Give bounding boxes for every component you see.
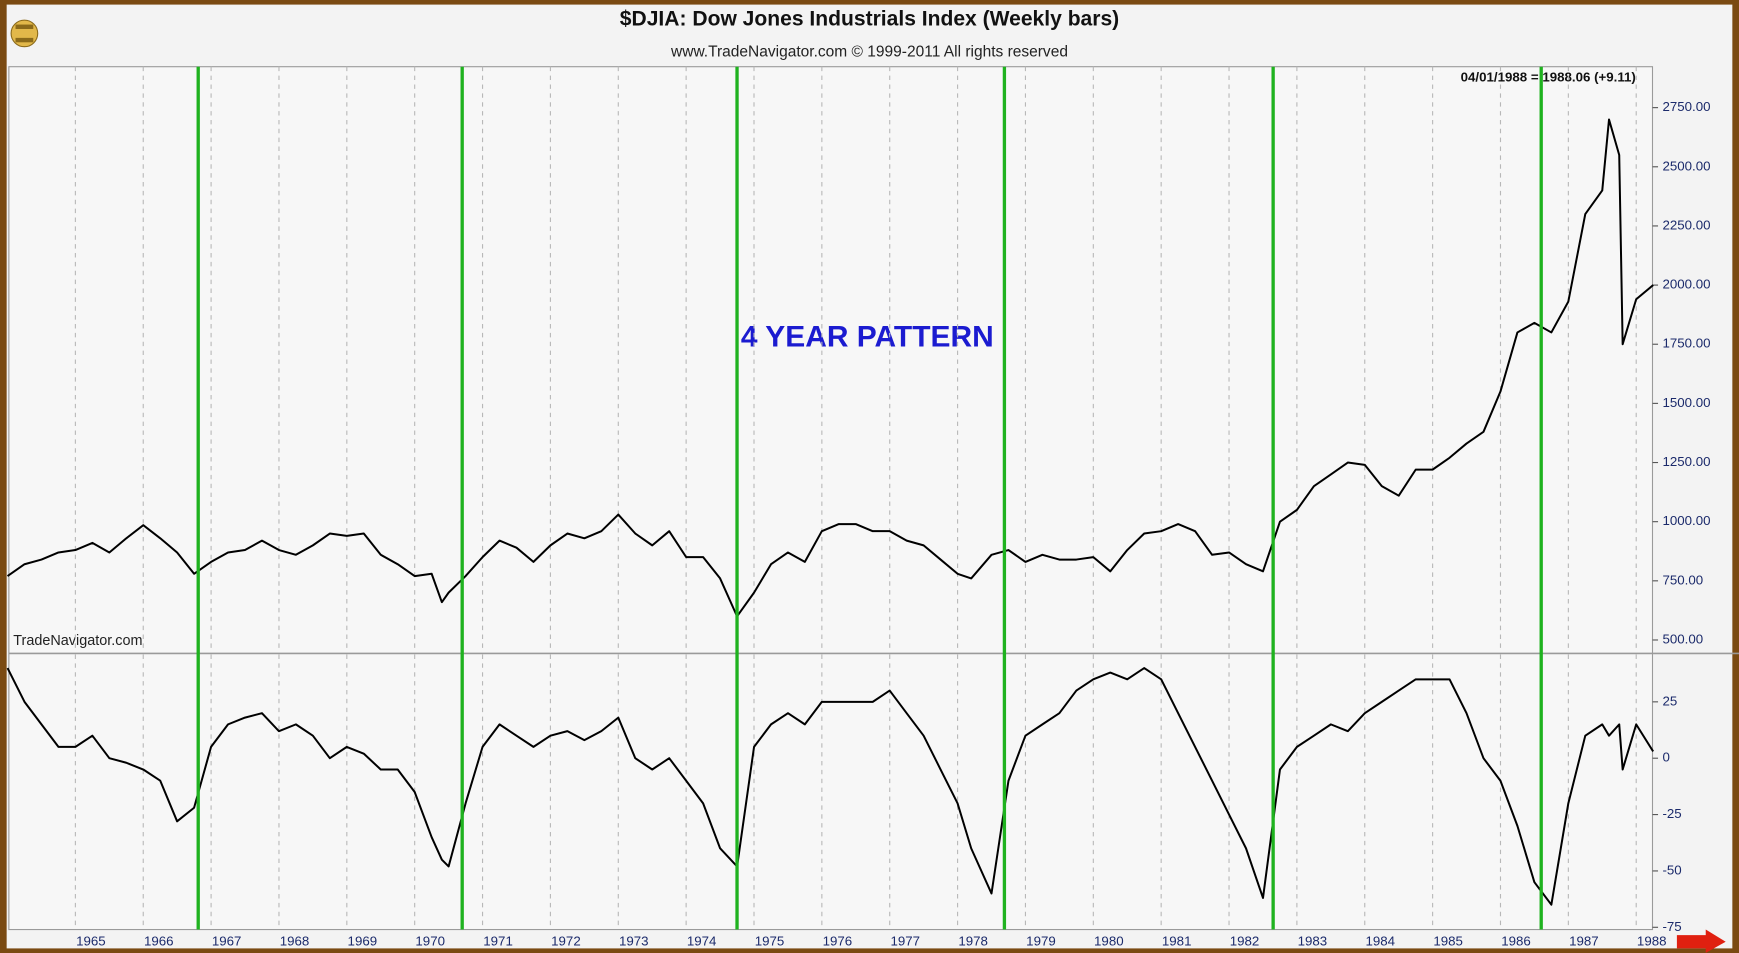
x-tick-label: 1969 — [348, 933, 378, 948]
x-tick-label: 1987 — [1569, 933, 1599, 948]
x-tick-label: 1975 — [755, 933, 785, 948]
annotation: 4 YEAR PATTERN — [741, 320, 994, 353]
x-tick-label: 1974 — [687, 933, 717, 948]
x-tick-label: 1980 — [1094, 933, 1124, 948]
x-tick-label: 1977 — [890, 933, 920, 948]
x-tick-label: 1973 — [619, 933, 649, 948]
x-tick-label: 1988 — [1637, 933, 1667, 948]
y-tick-label: 1000.00 — [1662, 513, 1710, 528]
x-tick-label: 1978 — [958, 933, 988, 948]
logo — [10, 19, 39, 48]
x-tick-label: 1984 — [1365, 933, 1395, 948]
series-line — [6, 667, 1655, 906]
y-tick-label: 25 — [1662, 693, 1677, 708]
scroll-arrow — [1676, 929, 1726, 953]
x-tick-label: 1981 — [1162, 933, 1192, 948]
x-tick-label: 1976 — [823, 933, 853, 948]
y-tick-label: 2750.00 — [1662, 99, 1710, 114]
x-tick-label: 1983 — [1298, 933, 1328, 948]
y-tick-label: -50 — [1662, 862, 1681, 877]
series-line — [6, 118, 1654, 618]
x-tick-label: 1965 — [76, 933, 106, 948]
x-tick-label: 1966 — [144, 933, 174, 948]
x-tick-label: 1967 — [212, 933, 242, 948]
y-tick-label: -25 — [1662, 806, 1681, 821]
marks: 1965 1966 1967 1968 1969 1970 1971 1972 1973 1974… — [6, 66, 1711, 948]
y-tick-label: 2500.00 — [1662, 158, 1710, 173]
watermark: TradeNavigator.com — [13, 633, 142, 649]
y-tick-label: 500.00 — [1662, 631, 1703, 646]
y-tick-label: -75 — [1662, 919, 1681, 934]
y-tick-label: 1250.00 — [1662, 454, 1710, 469]
y-tick-label: 750.00 — [1662, 572, 1703, 587]
plot-area — [8, 66, 1654, 931]
x-tick-label: 1979 — [1026, 933, 1056, 948]
y-tick-label: 1750.00 — [1662, 336, 1710, 351]
x-tick-label: 1972 — [551, 933, 581, 948]
chart-subtitle: www.TradeNavigator.com © 1999-2011 All r… — [670, 43, 1068, 60]
y-tick-label: 1500.00 — [1662, 395, 1710, 410]
x-tick-label: 1968 — [280, 933, 310, 948]
x-tick-label: 1985 — [1433, 933, 1463, 948]
x-tick-label: 1970 — [415, 933, 445, 948]
x-tick-label: 1986 — [1501, 933, 1531, 948]
y-tick-label: 2250.00 — [1662, 217, 1710, 232]
y-tick-label: 0 — [1662, 750, 1669, 765]
y-tick-label: 2000.00 — [1662, 277, 1710, 292]
x-tick-label: 1971 — [483, 933, 513, 948]
last-value-label: 04/01/1988 = 1988.06 (+9.11) — [1461, 69, 1636, 84]
chart-title: $DJIA: Dow Jones Industrials Index (Week… — [620, 8, 1119, 31]
x-tick-label: 1982 — [1230, 933, 1260, 948]
